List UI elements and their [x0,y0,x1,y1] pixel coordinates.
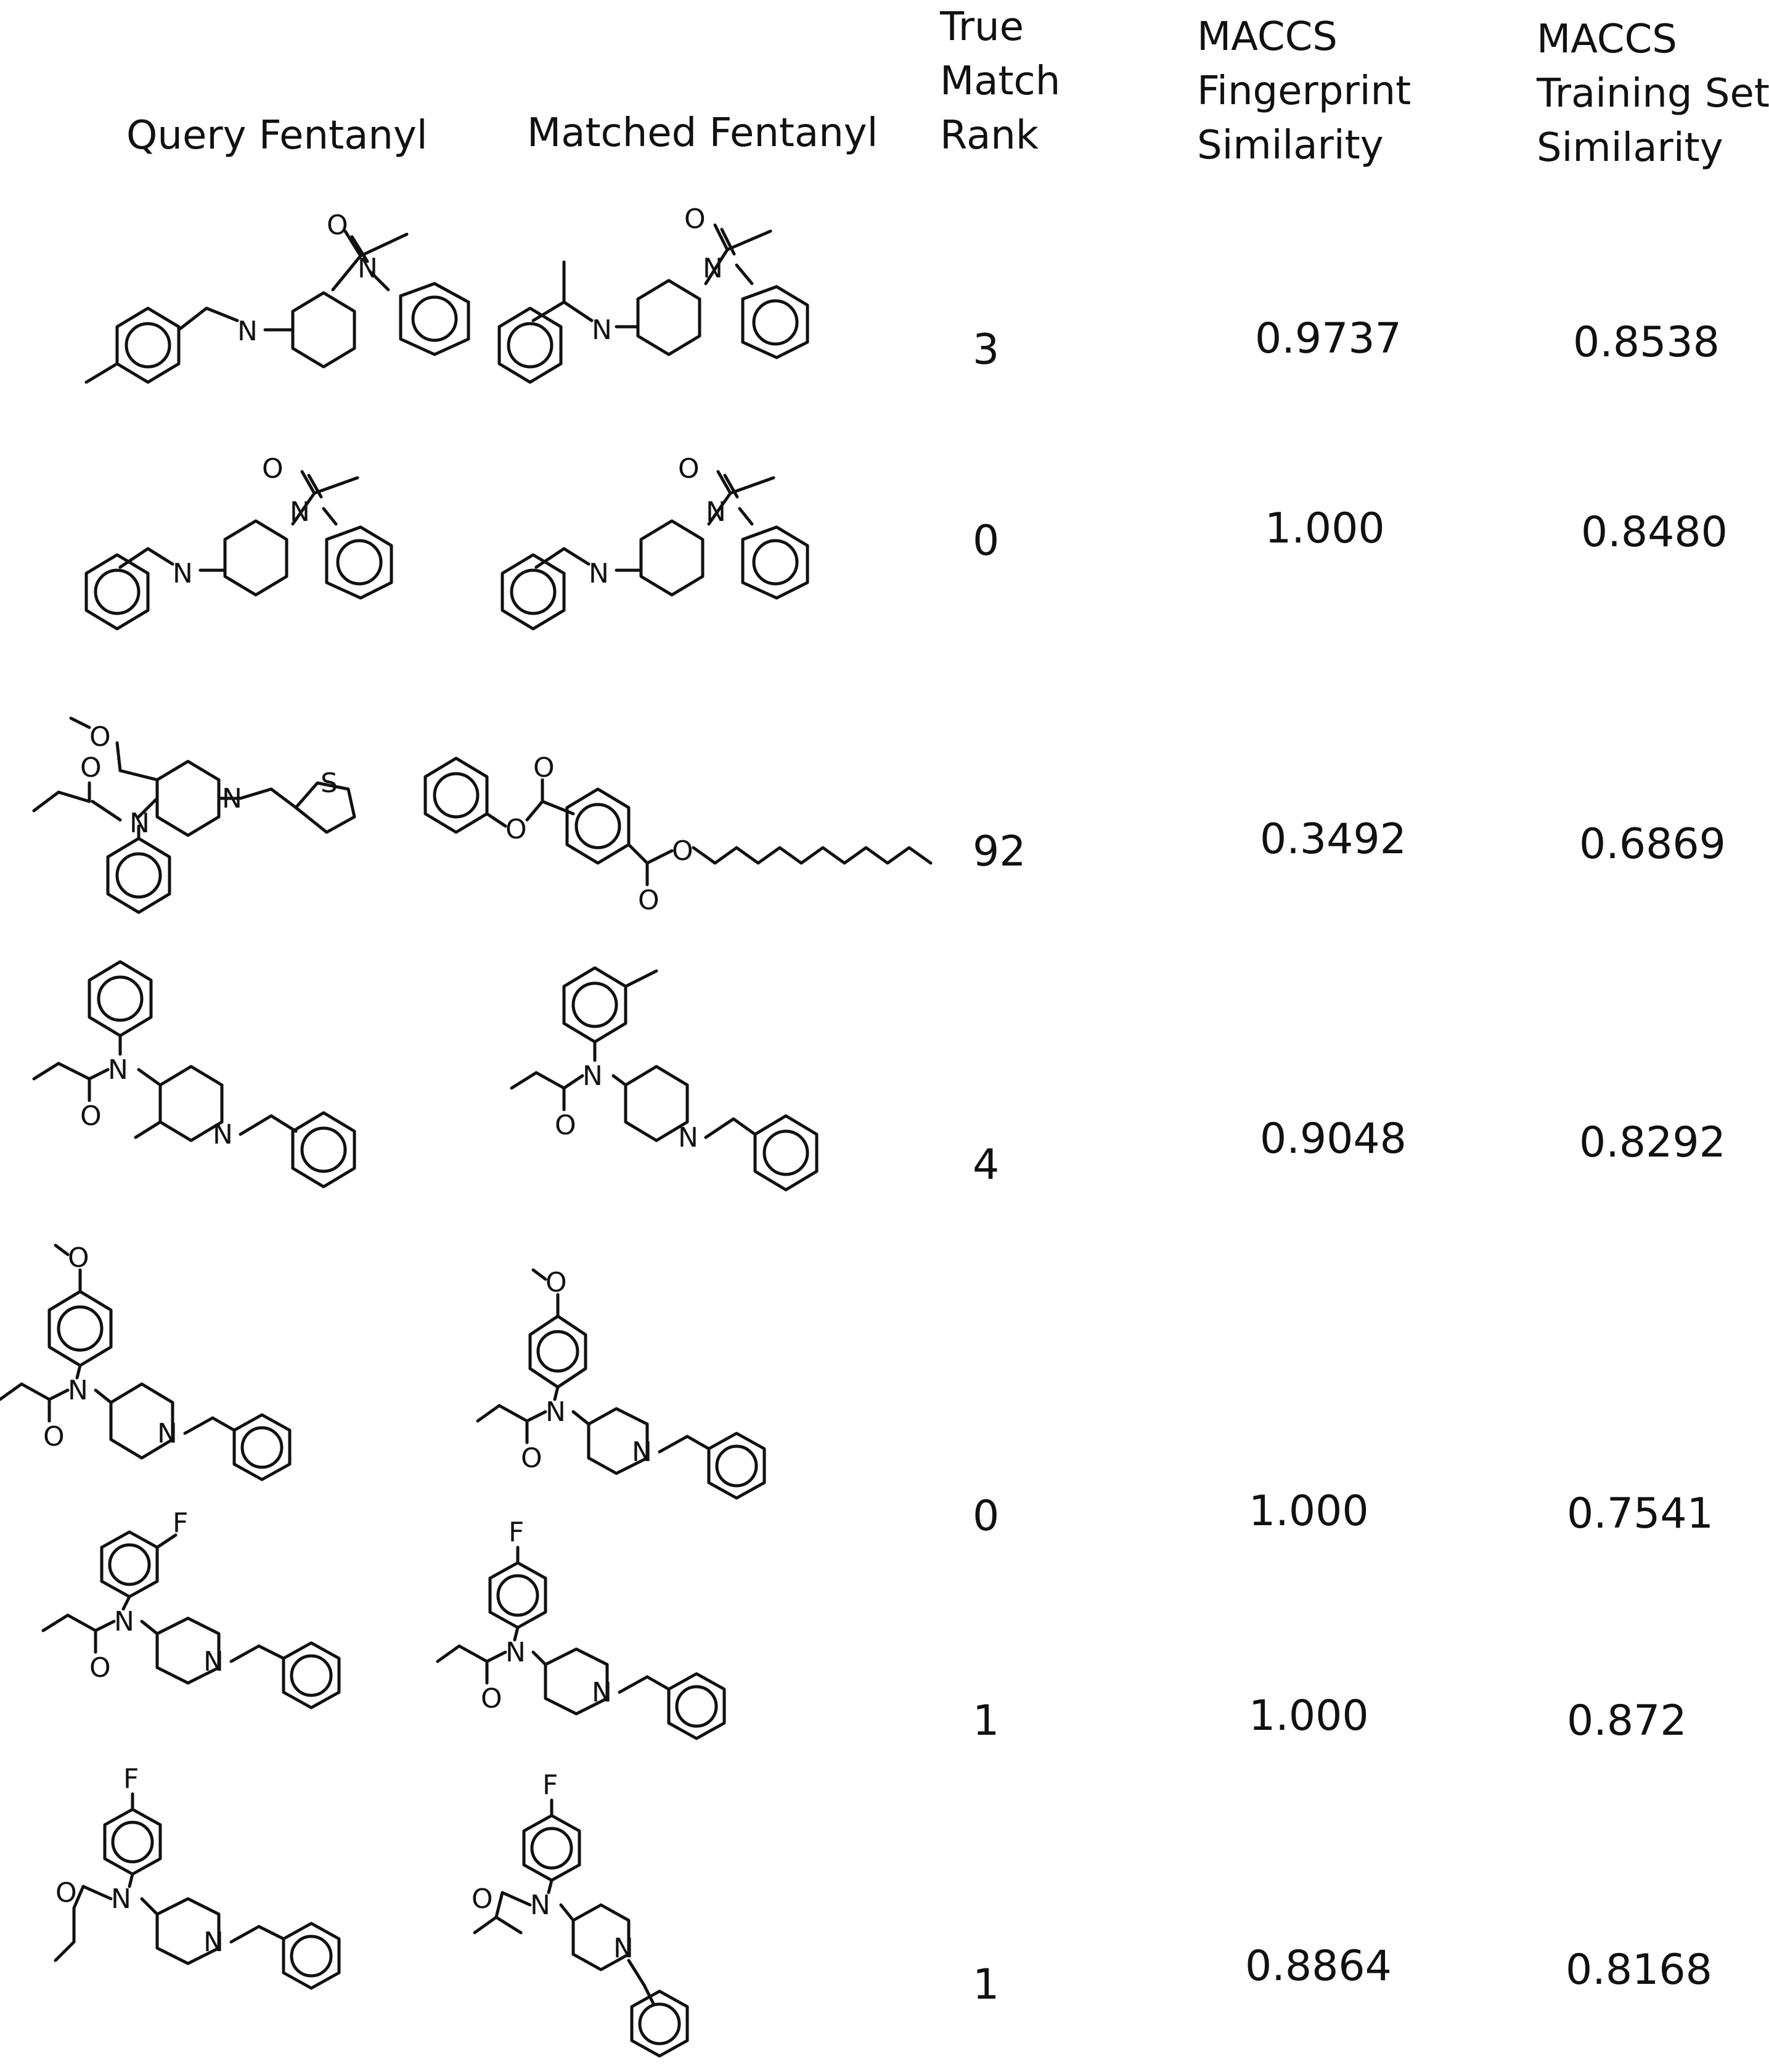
atom-N: N [213,1119,233,1150]
header-rank-line-2: Match [940,59,1061,104]
query-structure-7: F N O N [54,1763,341,1990]
row-1-rank: 3 [973,326,1000,374]
query-structure-1: O N N [84,210,470,384]
atom-S: S [321,768,338,799]
row-5-rank: 0 [973,1492,1000,1541]
atom-N: N [589,558,609,589]
atom-N: N [114,1606,134,1637]
matched-structure-2: O N N [500,453,809,631]
atom-O: O [481,1683,502,1714]
atom-O: O [505,814,527,845]
atom-O: O [533,752,555,784]
matched-structure-6: F N O N [436,1517,726,1740]
header-ts-line-1: MACCS [1537,17,1677,62]
atom-O: O [80,1100,102,1132]
atom-N: N [68,1375,88,1406]
atom-O: O [68,1242,89,1274]
query-structure-3: O N S N O [32,716,356,914]
atom-N: N [613,1933,634,1964]
row-6-rank: 1 [973,1697,1000,1745]
header-query-fentanyl: Query Fentanyl [126,113,428,158]
atom-O: O [43,1421,65,1452]
atom-F: F [173,1507,188,1539]
atom-N: N [706,496,726,528]
query-structure-2: O N N [84,453,393,631]
query-structure-5: O N O N [0,1242,292,1481]
atom-O: O [545,1267,567,1298]
atom-O: O [55,1877,77,1909]
row-5-ts: 0.7541 [1567,1489,1714,1538]
atom-N: N [203,1927,224,1958]
atom-N: N [530,1890,550,1921]
atom-N: N [592,314,612,346]
row-4-fp: 0.9048 [1260,1115,1407,1163]
atom-N: N [111,1883,131,1915]
atom-N: N [592,1677,612,1708]
atom-O: O [672,835,693,867]
row-4-rank: 4 [973,1140,1000,1189]
header-rank-line-1: True [940,4,1024,50]
row-7-ts: 0.8168 [1566,1946,1712,1994]
row-1-fp: 0.9737 [1255,314,1402,363]
atom-N: N [357,253,378,284]
header-matched-fentanyl: Matched Fentanyl [527,110,878,156]
matched-structure-4: N O N [510,966,819,1192]
atom-N: N [505,1637,526,1668]
atom-O: O [555,1110,576,1141]
header-fp-line-1: MACCS [1197,14,1338,60]
atom-O: O [684,203,706,235]
atom-N: N [703,253,723,284]
atom-O: O [89,1652,111,1684]
atom-O: O [638,885,660,916]
row-6-ts: 0.872 [1567,1697,1687,1745]
header-maccs-training-set-similarity: MACCS Training Set Similarity [1537,12,1769,175]
atom-N: N [203,1646,224,1677]
header-rank-line-3: Rank [940,113,1039,158]
atom-N: N [582,1060,603,1092]
atom-F: F [509,1517,524,1548]
atom-O: O [327,210,348,241]
atom-O: O [521,1443,542,1474]
row-2-fp: 1.000 [1265,504,1385,553]
atom-N: N [237,316,258,347]
atom-N: N [173,558,193,589]
row-4-ts: 0.8292 [1579,1118,1726,1167]
header-fp-line-3: Similarity [1197,123,1384,168]
atom-O: O [472,1883,493,1915]
atom-N: N [632,1436,652,1468]
atom-N: N [678,1122,698,1153]
row-2-ts: 0.8480 [1581,508,1728,557]
row-6-fp: 1.000 [1249,1692,1369,1740]
row-3-rank: 92 [973,827,1026,876]
matched-structure-7: F N O N [472,1769,689,2058]
row-7-fp: 0.8864 [1245,1942,1392,1991]
header-ts-line-3: Similarity [1537,125,1723,171]
atom-N: N [545,1396,566,1428]
header-ts-line-2: Training Set [1537,71,1769,117]
row-3-ts: 0.6869 [1579,820,1726,869]
row-3-fp: 0.3492 [1260,815,1407,864]
query-structure-6: F N O N [41,1507,341,1710]
header-true-match-rank: True Match Rank [940,0,1060,163]
row-7-rank: 1 [973,1960,1000,2009]
atom-N: N [157,1418,178,1449]
atom-O: O [80,752,102,784]
matched-structure-3: O O O O [423,752,933,916]
row-5-fp: 1.000 [1249,1487,1369,1536]
atom-O: O [678,453,700,485]
atom-O: O [262,453,284,485]
header-fp-line-2: Fingerprint [1197,68,1412,114]
atom-O: O [89,721,111,753]
atom-N: N [222,783,242,814]
header-maccs-fingerprint-similarity: MACCS Fingerprint Similarity [1197,10,1411,173]
row-2-rank: 0 [973,517,1000,565]
matched-structure-1: O N N [497,203,809,384]
atom-N: N [108,1054,128,1086]
atom-N: N [290,496,310,528]
atom-F: F [542,1769,558,1801]
row-1-ts: 0.8538 [1573,318,1720,367]
atom-F: F [123,1763,139,1795]
query-structure-4: N O N [32,960,356,1189]
matched-structure-5: O N O N [476,1267,766,1500]
